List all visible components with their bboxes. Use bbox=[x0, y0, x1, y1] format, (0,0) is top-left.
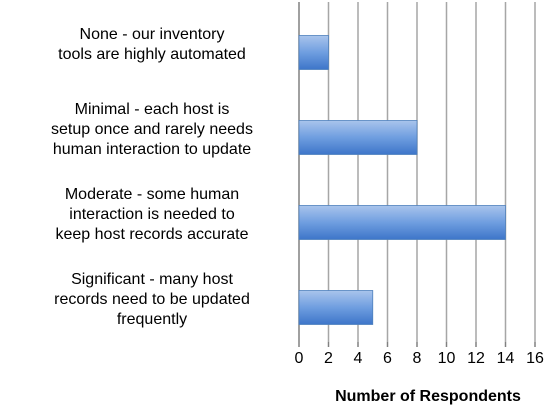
x-tick-label: 14 bbox=[497, 350, 515, 367]
bar bbox=[298, 290, 374, 325]
category-label: Significant - many host records need to … bbox=[54, 270, 250, 328]
bar bbox=[298, 205, 506, 240]
x-tick-label: 8 bbox=[413, 350, 422, 367]
category-label: Moderate - some human interaction is nee… bbox=[55, 185, 249, 243]
bar bbox=[298, 35, 329, 70]
category-label: Minimal - each host is setup once and ra… bbox=[51, 100, 253, 158]
x-tick-label: 6 bbox=[383, 350, 392, 367]
x-tick-label: 16 bbox=[526, 350, 544, 367]
x-tick-label: 2 bbox=[324, 350, 333, 367]
bar bbox=[298, 120, 418, 155]
x-tick-label: 0 bbox=[295, 350, 304, 367]
x-tick-label: 4 bbox=[354, 350, 363, 367]
x-tick-label: 10 bbox=[438, 350, 456, 367]
x-axis-title: Number of Respondents bbox=[335, 388, 521, 405]
x-tick-label: 12 bbox=[467, 350, 485, 367]
category-label: None - our inventory tools are highly au… bbox=[58, 25, 246, 63]
